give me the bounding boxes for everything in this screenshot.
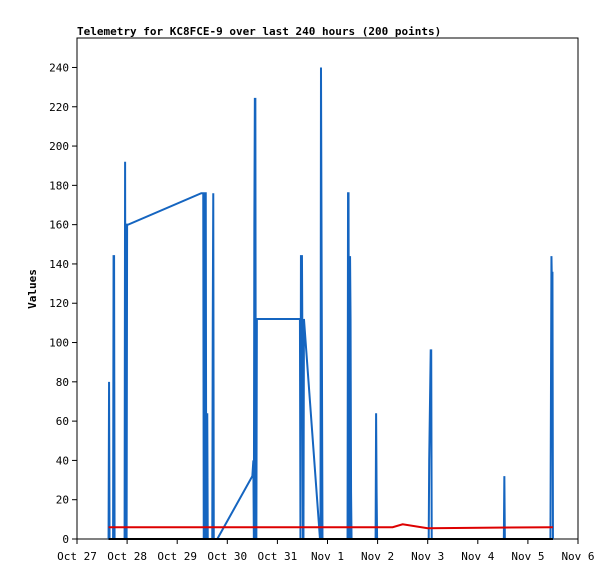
series-layer [107,67,554,540]
y-tick-label: 40 [56,454,69,467]
y-tick-label: 180 [49,179,69,192]
x-tick-label: Nov 1 [311,550,344,563]
y-axis: 0 20 40 60 80 100 120 140 160 180 200 220 240 [49,61,77,546]
y-tick-label: 20 [56,494,69,507]
y-tick-label: 200 [49,140,69,153]
y-tick-label: 140 [49,258,69,271]
y-tick-label: 100 [49,337,69,350]
x-tick-label: Oct 27 [57,550,97,563]
x-tick-label: Nov 4 [461,550,494,563]
y-tick-label: 0 [62,533,69,546]
y-tick-label: 60 [56,415,69,428]
x-tick-label: Nov 6 [561,550,594,563]
y-tick-label: 80 [56,376,69,389]
plot-area-frame [76,37,579,540]
chart-title: Telemetry for KC8FCE-9 over last 240 hou… [77,25,441,38]
series-line-1 [108,523,553,530]
y-tick-label: 120 [49,297,69,310]
x-tick-label: Nov 5 [511,550,544,563]
x-tick-label: Nov 3 [411,550,444,563]
y-axis-label: Values [26,269,39,309]
y-tick-label: 160 [49,219,69,232]
y-tick-label: 240 [49,61,69,74]
x-tick-label: Oct 30 [207,550,247,563]
x-tick-label: Nov 2 [361,550,394,563]
series-line-0 [107,67,554,540]
x-tick-label: Oct 28 [107,550,147,563]
x-axis: Oct 27 Oct 28 Oct 29 Oct 30 Oct 31 Nov 1 Nov 2… [57,539,595,563]
x-tick-label: Oct 29 [157,550,197,563]
y-tick-label: 220 [49,101,69,114]
x-tick-label: Oct 31 [258,550,298,563]
